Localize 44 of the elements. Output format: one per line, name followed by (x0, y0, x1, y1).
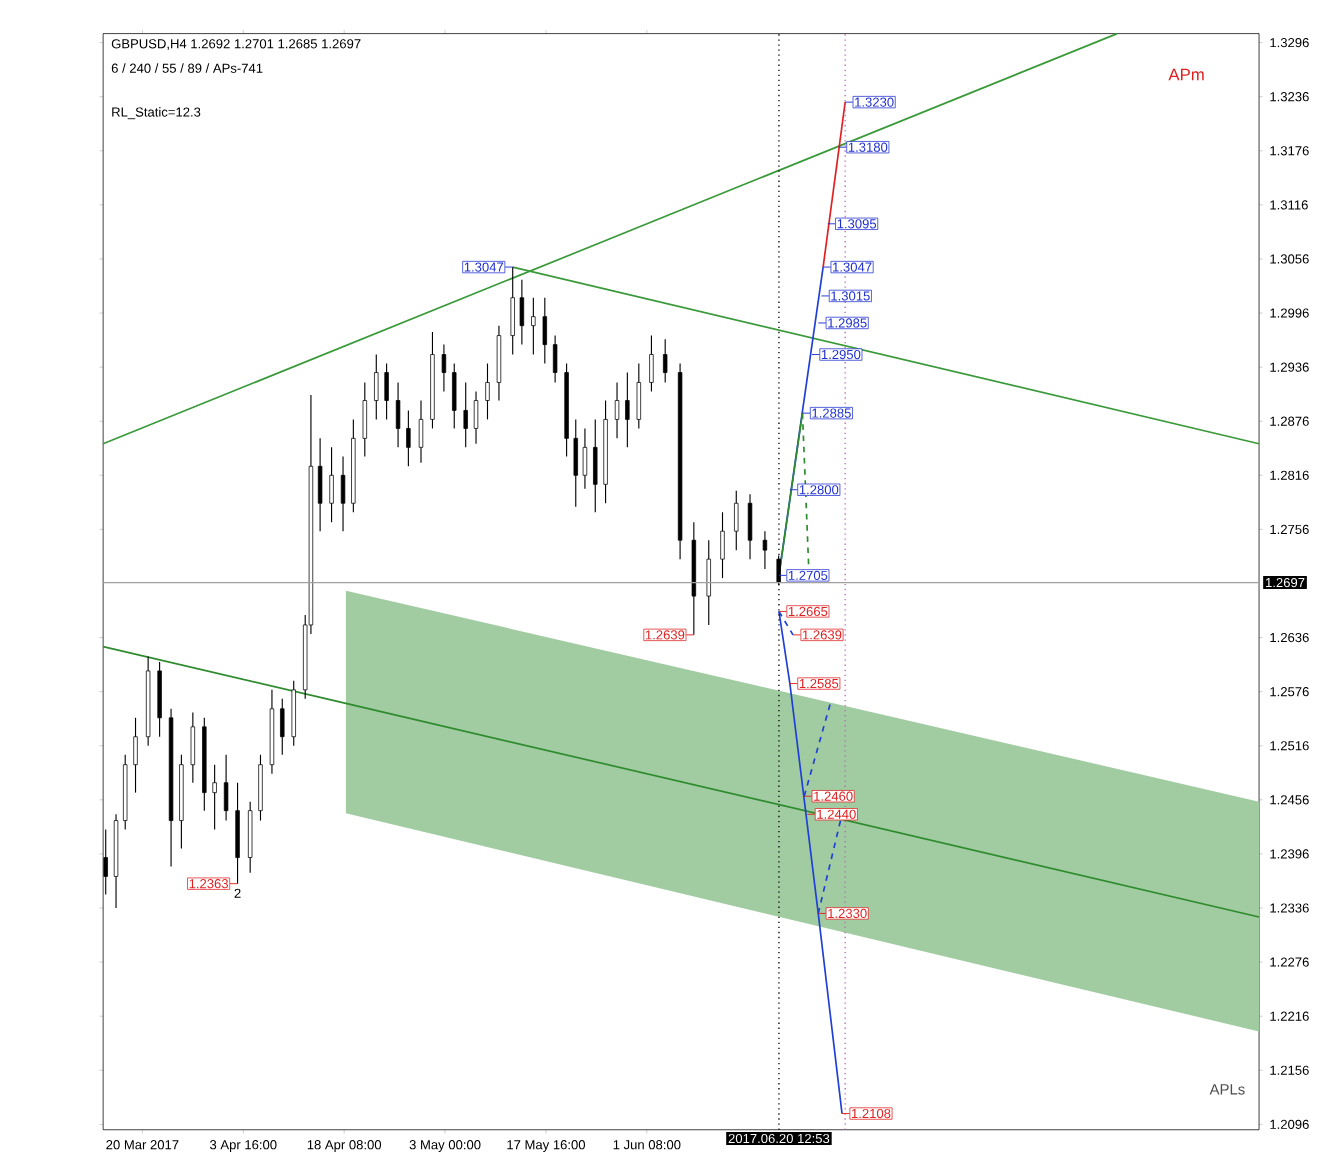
candlestick (614, 381, 620, 439)
candlestick (734, 489, 739, 551)
candlestick (510, 266, 515, 355)
candlestick (625, 371, 630, 448)
candlestick (649, 334, 654, 392)
candlestick (418, 399, 424, 463)
candlestick (317, 437, 323, 532)
candlestick (235, 781, 240, 884)
candlestick (662, 338, 668, 383)
candlestick (552, 334, 558, 383)
candlestick (190, 711, 196, 783)
candlestick (473, 390, 479, 444)
candlestick (542, 296, 548, 364)
candlestick (636, 362, 642, 429)
candlestick (247, 800, 253, 873)
candlestick (280, 697, 285, 755)
candlestick (441, 343, 447, 392)
candlestick (463, 381, 468, 448)
candlestick (531, 296, 536, 355)
candlestick (329, 446, 334, 523)
candlestick (223, 753, 229, 821)
candlestick (374, 353, 379, 420)
annotation: APm (1168, 68, 1204, 80)
candlestick (395, 381, 401, 448)
candlestick (485, 362, 490, 420)
candlestick (706, 539, 711, 626)
candlestick (406, 409, 411, 467)
candlestick (762, 530, 768, 570)
candlestick (157, 660, 162, 737)
candlestick (362, 381, 368, 457)
candlestick (720, 511, 725, 579)
candlestick (384, 362, 389, 420)
candlestick (133, 716, 138, 793)
candlestick (582, 427, 588, 489)
candlestick (291, 679, 296, 746)
candlestick (340, 455, 346, 532)
candlestick (593, 418, 598, 513)
candlestick (496, 324, 502, 401)
candlestick (747, 493, 753, 560)
candlestick (452, 362, 457, 429)
candlestick (212, 763, 217, 830)
candlestick (258, 753, 263, 821)
candlestick (519, 278, 525, 345)
candlestick (573, 418, 578, 508)
